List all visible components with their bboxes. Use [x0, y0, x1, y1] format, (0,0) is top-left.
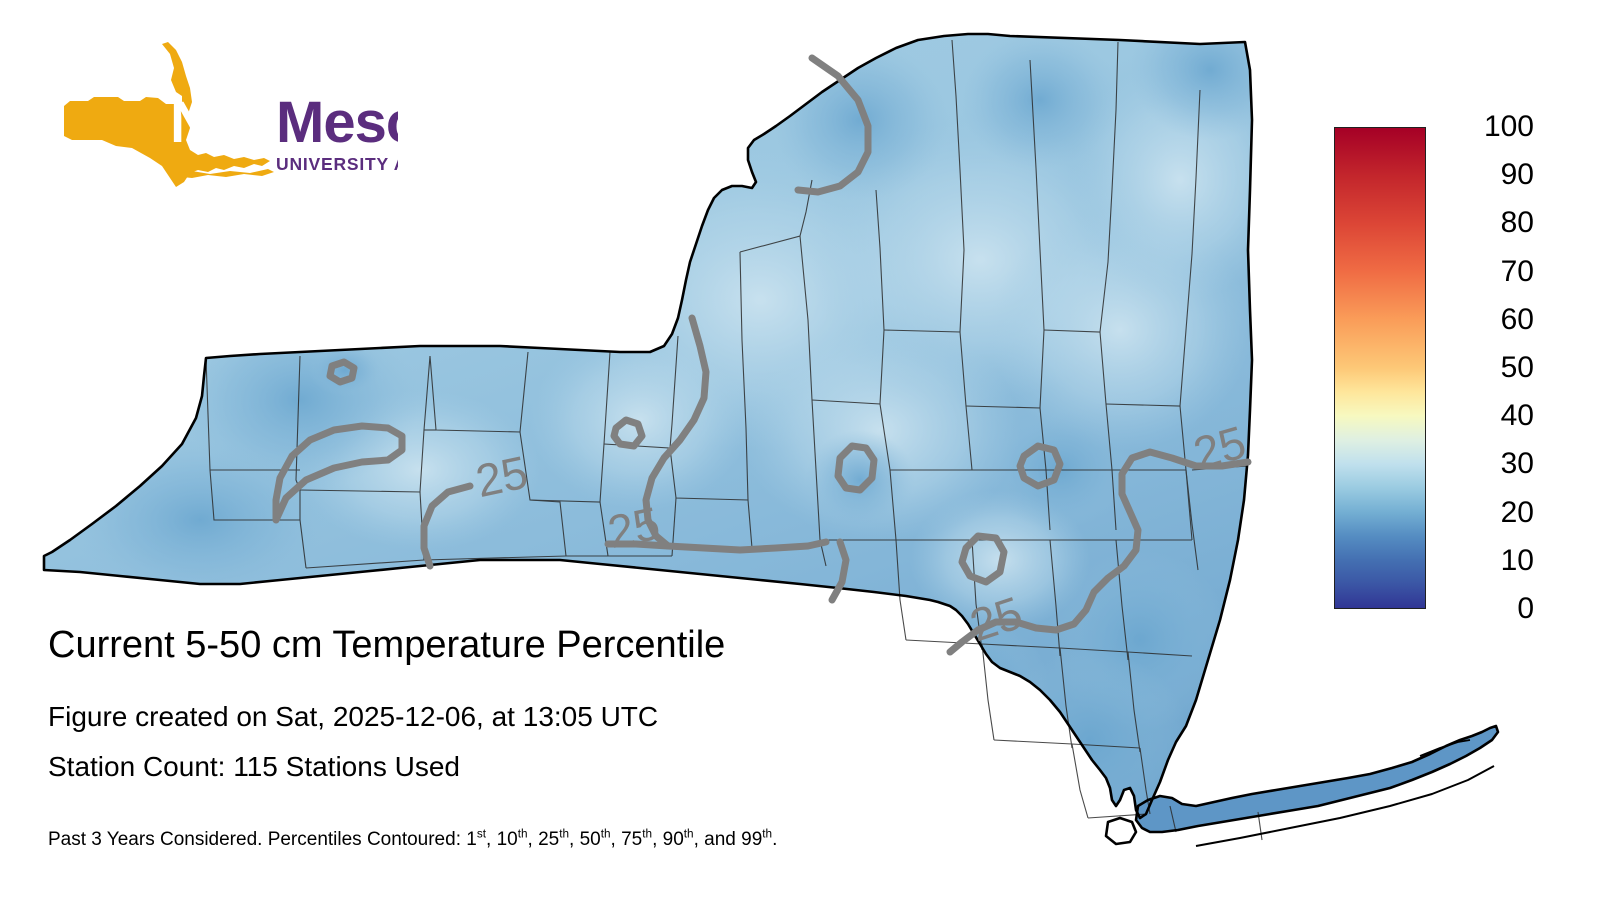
footnote: Past 3 Years Considered. Percentiles Con…: [48, 828, 777, 852]
footnote-sep1: ,: [486, 829, 497, 850]
footnote-p3: 25: [538, 829, 560, 850]
contour-label-25: 25: [1188, 416, 1252, 480]
nys-mesonet-logo: NYS Mesonet UNIVERSITY AT ALBANY: [58, 40, 398, 190]
footnote-p6: 90: [662, 829, 684, 850]
page-title: Current 5-50 cm Temperature Percentile: [48, 624, 726, 666]
contour-label-25: 25: [603, 497, 664, 559]
footnote-p3-suffix: th: [559, 827, 570, 841]
footnote-sep2: ,: [527, 829, 539, 850]
colorbar-tick-0: 0: [1517, 592, 1534, 625]
footnote-p1-suffix: st: [476, 827, 486, 841]
footnote-sep3: ,: [569, 829, 580, 850]
colorbar-tick-20: 20: [1500, 495, 1534, 529]
footnote-p5-suffix: th: [642, 827, 653, 841]
contour-label-25: 25: [964, 586, 1029, 651]
colorbar-tick-10: 10: [1500, 543, 1534, 577]
footnote-p7: 99: [741, 829, 763, 850]
footnote-p6-suffix: th: [683, 827, 694, 841]
colorbar-tick-labels: 100 90 80 70 60 50 40 30 20 10 0: [1430, 112, 1560, 624]
logo-nys-text: NYS: [170, 90, 286, 155]
footnote-p4: 50: [579, 829, 601, 850]
colorbar-tick-60: 60: [1500, 302, 1534, 336]
figure-created-timestamp: Figure created on Sat, 2025-12-06, at 13…: [48, 701, 659, 732]
station-count-text: Station Count: 115 Stations Used: [48, 751, 460, 782]
footnote-sep5: ,: [652, 829, 663, 850]
contour-labels: 25 25 25 25: [471, 416, 1251, 652]
footnote-p2-suffix: th: [517, 827, 528, 841]
colorbar-tick-80: 80: [1500, 206, 1534, 240]
footnote-p4-suffix: th: [600, 827, 611, 841]
colorbar-tick-90: 90: [1500, 158, 1534, 192]
footnote-tail: .: [772, 829, 778, 850]
contour-lines: [272, 54, 1252, 656]
colorbar-tick-50: 50: [1500, 351, 1534, 384]
colorbar-tick-30: 30: [1500, 447, 1534, 481]
footnote-sep6: , and: [693, 829, 742, 850]
logo-mesonet-text: Mesonet: [276, 90, 398, 155]
footnote-lead: Past 3 Years Considered. Percentiles Con…: [48, 829, 467, 850]
colorbar-gradient: [1334, 127, 1426, 609]
colorbar-tick-40: 40: [1500, 399, 1534, 433]
colorbar-tick-70: 70: [1500, 254, 1534, 288]
logo-tagline-text: UNIVERSITY AT ALBANY: [276, 154, 398, 174]
colorbar: 100 90 80 70 60 50 40 30 20 10 0: [1334, 112, 1574, 624]
percentile-field-long-island: [1136, 726, 1498, 832]
footnote-sep4: ,: [610, 829, 622, 850]
colorbar-tick-100: 100: [1483, 110, 1534, 143]
contour-label-25: 25: [471, 446, 532, 508]
footnote-p2: 10: [496, 829, 518, 850]
footnote-p1: 1: [466, 829, 477, 850]
footnote-p7-suffix: th: [762, 827, 773, 841]
footnote-p5: 75: [621, 829, 643, 850]
